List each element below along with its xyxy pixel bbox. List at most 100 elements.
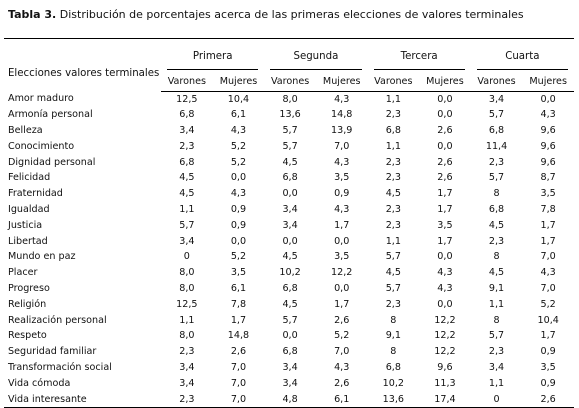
value-cell: 1,1 (179, 204, 195, 216)
row-label: Vida cómoda (8, 377, 71, 389)
value-cell: 2,3 (385, 204, 401, 216)
value-cell: 5,7 (488, 109, 505, 121)
value-cell: 4,3 (230, 125, 247, 137)
value-cell: 5,7 (179, 219, 195, 231)
group-header-row: Elecciones valores terminales Primera Se… (4, 38, 574, 91)
value-cell: 0 (183, 251, 190, 263)
row-label: Vida interesante (4, 391, 162, 408)
sub-header-row: Varones Mujeres Varones Mujeres Varones … (4, 74, 574, 92)
row-label: Belleza (8, 125, 43, 137)
value-cell: 0,9 (334, 188, 350, 200)
row-label: Armonía personal (8, 109, 93, 121)
value-cell: 0,9 (540, 377, 556, 389)
sub-header-cell: Mujeres (522, 74, 574, 92)
value-cell: 6,1 (315, 391, 368, 408)
value-cell: 1,1 (488, 298, 505, 310)
value-cell: 9,1 (385, 330, 401, 342)
value-cell: 7,0 (540, 251, 556, 263)
value-cell: 6,8 (488, 125, 505, 137)
value-cell: 3,5 (334, 251, 350, 263)
value-cell: 5,7 (385, 283, 401, 295)
table-caption-label: Tabla 3. (8, 8, 57, 21)
value-cell: 1,1 (179, 314, 195, 326)
value-cell: 8,0 (179, 330, 195, 342)
row-label: Conocimiento (8, 140, 75, 152)
value-cell: 7,0 (334, 346, 350, 358)
row-label: Mundo en paz (8, 251, 76, 263)
value-cell: 3,4 (488, 93, 505, 105)
row-label: Transformación social (8, 362, 112, 374)
value-cell: 4,5 (282, 298, 298, 310)
value-cell: 5,7 (488, 330, 505, 342)
value-cell: 9,6 (540, 140, 556, 152)
row-label: Justicia (8, 219, 43, 231)
value-cell: 4,5 (488, 219, 505, 231)
value-cell: 5,7 (282, 314, 298, 326)
row-label: Realización personal (8, 314, 107, 326)
table-row: Conocimiento 2,3 5,2 5,7 7,0 1,1 0,0 11,4 9,6 (4, 139, 574, 155)
value-cell: 0,0 (540, 93, 556, 105)
value-cell: 3,4 (179, 362, 195, 374)
value-cell: 6,8 (282, 172, 298, 184)
value-cell: 2,6 (437, 172, 453, 184)
value-cell: 10,2 (382, 377, 404, 389)
value-cell: 10,4 (227, 93, 250, 105)
value-cell: 0,0 (282, 330, 298, 342)
value-cell: 4,3 (437, 283, 453, 295)
row-label: Progreso (8, 283, 50, 295)
value-cell: 0,0 (437, 251, 453, 263)
table-row: Transformación social 3,4 7,0 3,4 4,3 6,8 9,6 3… (4, 360, 574, 376)
value-cell: 4,5 (385, 267, 401, 279)
value-cell: 12,5 (176, 93, 198, 105)
value-cell: 6,8 (282, 283, 298, 295)
table-row: Amor maduro 12,5 10,4 8,0 4,3 1,1 0,0 3,4 0,0 (4, 91, 574, 107)
value-cell: 6,8 (282, 346, 298, 358)
value-cell: 5,2 (230, 156, 247, 168)
value-cell: 6,1 (230, 109, 247, 121)
value-cell: 8,7 (540, 172, 556, 184)
value-cell: 1,1 (488, 377, 505, 389)
row-label: Felicidad (8, 172, 51, 184)
value-cell: 14,8 (227, 330, 250, 342)
value-cell: 5,7 (385, 251, 401, 263)
value-cell: 2,6 (334, 314, 350, 326)
value-cell: 13,6 (367, 391, 420, 408)
table-row: Libertad 3,4 0,0 0,0 0,0 1,1 1,7 2,3 1,7 (4, 234, 574, 250)
row-label: Amor maduro (8, 93, 74, 105)
value-cell: 6,8 (179, 156, 195, 168)
group-header-tercera: Tercera (367, 38, 471, 74)
value-cell: 7,0 (334, 140, 350, 152)
row-label: Dignidad personal (8, 156, 96, 168)
sub-header-cell: Mujeres (315, 74, 368, 92)
value-cell: 1,7 (540, 219, 556, 231)
value-cell: 6,8 (488, 204, 505, 216)
table-caption-text: Distribución de porcentajes acerca de la… (56, 8, 524, 21)
group-header-primera: Primera (161, 38, 265, 74)
value-cell: 17,4 (419, 391, 471, 408)
value-cell: 1,1 (385, 93, 401, 105)
value-cell: 3,4 (282, 362, 298, 374)
sub-header-cell: Varones (161, 74, 213, 92)
value-cell: 2,6 (437, 125, 453, 137)
sub-header-cell: Varones (470, 74, 523, 92)
value-cell: 8 (390, 346, 397, 358)
value-cell: 4,5 (488, 267, 505, 279)
table-body: Amor maduro 12,5 10,4 8,0 4,3 1,1 0,0 3,4 0,0 Arm… (4, 91, 574, 408)
row-label: Fraternidad (8, 188, 63, 200)
value-cell: 0,9 (540, 346, 556, 358)
row-label: Igualdad (8, 204, 50, 216)
sub-header-cell: Varones (367, 74, 420, 92)
value-cell: 7,0 (230, 362, 247, 374)
value-cell: 1,7 (437, 235, 453, 247)
value-cell: 2,3 (385, 156, 401, 168)
row-label: Placer (8, 267, 38, 279)
row-label: Respeto (8, 330, 47, 342)
value-cell: 1,7 (334, 298, 350, 310)
table-row: Justicia 5,7 0,9 3,4 1,7 2,3 3,5 4,5 1,7 (4, 218, 574, 234)
value-cell: 2,6 (522, 391, 574, 408)
value-cell: 3,5 (540, 362, 556, 374)
value-cell: 8,0 (179, 283, 195, 295)
value-cell: 2,3 (161, 391, 213, 408)
value-cell: 0,0 (282, 188, 298, 200)
